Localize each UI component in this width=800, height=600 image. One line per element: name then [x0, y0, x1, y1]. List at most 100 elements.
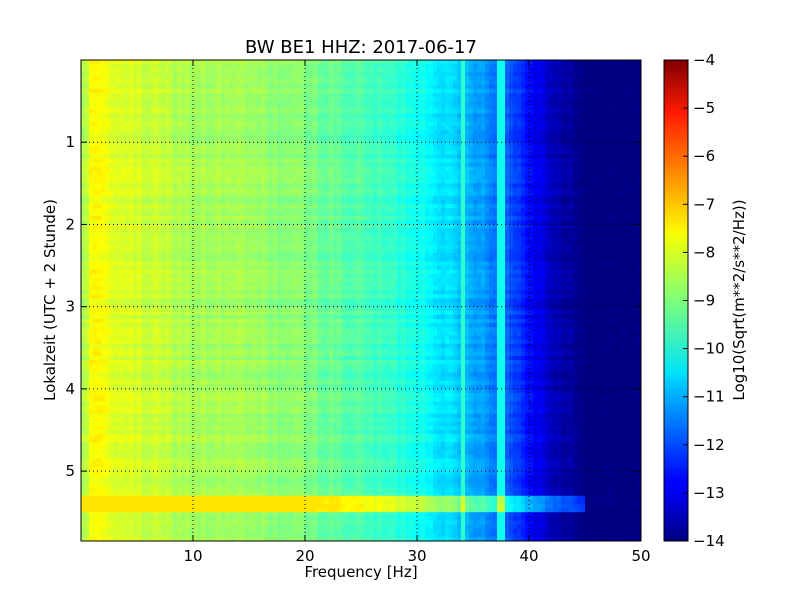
heatmap-cell [217, 183, 222, 188]
heatmap-cell [173, 142, 178, 147]
heatmap-cell [85, 146, 90, 151]
heatmap-cell [501, 81, 506, 86]
heatmap-cell [389, 196, 394, 201]
heatmap-cell [181, 187, 186, 192]
heatmap-cell [197, 85, 202, 90]
heatmap-cell [397, 101, 402, 106]
heatmap-cell [325, 175, 330, 180]
heatmap-cell [461, 171, 466, 176]
heatmap-cell [497, 64, 502, 69]
heatmap-cell [505, 196, 510, 201]
heatmap-cell [249, 109, 254, 114]
heatmap-cell [273, 155, 278, 160]
heatmap-cell [313, 89, 318, 94]
heatmap-cell [93, 155, 98, 160]
heatmap-cell [449, 130, 454, 135]
heatmap-cell [337, 204, 342, 209]
heatmap-cell [597, 126, 602, 131]
heatmap-cell [437, 171, 442, 176]
heatmap-cell [521, 150, 526, 155]
heatmap-cell [577, 159, 582, 164]
heatmap-cell [221, 118, 226, 123]
heatmap-cell [293, 171, 298, 176]
heatmap-cell [537, 118, 542, 123]
heatmap-cell [573, 118, 578, 123]
heatmap-cell [521, 105, 526, 110]
heatmap-cell [537, 97, 542, 102]
heatmap-cell [137, 159, 142, 164]
heatmap-cell [501, 64, 506, 69]
heatmap-cell [401, 187, 406, 192]
heatmap-cell [429, 187, 434, 192]
heatmap-cell [129, 101, 134, 106]
heatmap-cell [109, 85, 114, 90]
heatmap-cell [605, 89, 610, 94]
heatmap-cell [353, 134, 358, 139]
heatmap-cell [353, 183, 358, 188]
heatmap-cell [401, 179, 406, 184]
heatmap-cell [245, 97, 250, 102]
heatmap-cell [345, 93, 350, 98]
heatmap-cell [453, 101, 458, 106]
heatmap-cell [469, 130, 474, 135]
heatmap-cell [597, 167, 602, 172]
heatmap-cell [325, 155, 330, 160]
heatmap-cell [213, 167, 218, 172]
heatmap-cell [205, 64, 210, 69]
heatmap-cell [573, 167, 578, 172]
heatmap-cell [469, 159, 474, 164]
heatmap-cell [233, 171, 238, 176]
heatmap-cell [289, 93, 294, 98]
heatmap-cell [361, 72, 366, 77]
heatmap-cell [93, 163, 98, 168]
heatmap-cell [429, 200, 434, 205]
heatmap-cell [257, 142, 262, 147]
heatmap-cell [117, 134, 122, 139]
heatmap-cell [457, 183, 462, 188]
heatmap-cell [117, 175, 122, 180]
heatmap-cell [265, 146, 270, 151]
heatmap-cell [357, 163, 362, 168]
heatmap-cell [513, 109, 518, 114]
heatmap-cell [353, 97, 358, 102]
heatmap-cell [621, 130, 626, 135]
heatmap-cell [161, 175, 166, 180]
heatmap-cell [533, 155, 538, 160]
heatmap-cell [473, 60, 478, 65]
heatmap-cell [413, 163, 418, 168]
heatmap-cell [249, 200, 254, 205]
heatmap-cell [225, 85, 230, 90]
heatmap-cell [101, 72, 106, 77]
heatmap-cell [325, 68, 330, 73]
heatmap-cell [505, 167, 510, 172]
heatmap-cell [257, 72, 262, 77]
heatmap-cell [229, 105, 234, 110]
heatmap-cell [461, 109, 466, 114]
heatmap-cell [313, 118, 318, 123]
heatmap-cell [357, 72, 362, 77]
heatmap-cell [565, 93, 570, 98]
heatmap-cell [369, 187, 374, 192]
heatmap-cell [425, 76, 430, 81]
heatmap-cell [501, 93, 506, 98]
heatmap-cell [421, 109, 426, 114]
heatmap-cell [625, 101, 630, 106]
heatmap-cell [161, 196, 166, 201]
heatmap-cell [477, 196, 482, 201]
heatmap-cell [97, 60, 102, 65]
heatmap-cell [549, 72, 554, 77]
heatmap-cell [361, 113, 366, 118]
heatmap-cell [505, 142, 510, 147]
heatmap-cell [293, 159, 298, 164]
heatmap-cell [305, 142, 310, 147]
heatmap-cell [625, 105, 630, 110]
heatmap-cell [593, 159, 598, 164]
heatmap-cell [465, 159, 470, 164]
heatmap-cell [477, 163, 482, 168]
heatmap-cell [397, 134, 402, 139]
heatmap-cell [173, 183, 178, 188]
heatmap-cell [489, 171, 494, 176]
heatmap-cell [561, 109, 566, 114]
heatmap-cell [349, 179, 354, 184]
heatmap-cell [417, 204, 422, 209]
